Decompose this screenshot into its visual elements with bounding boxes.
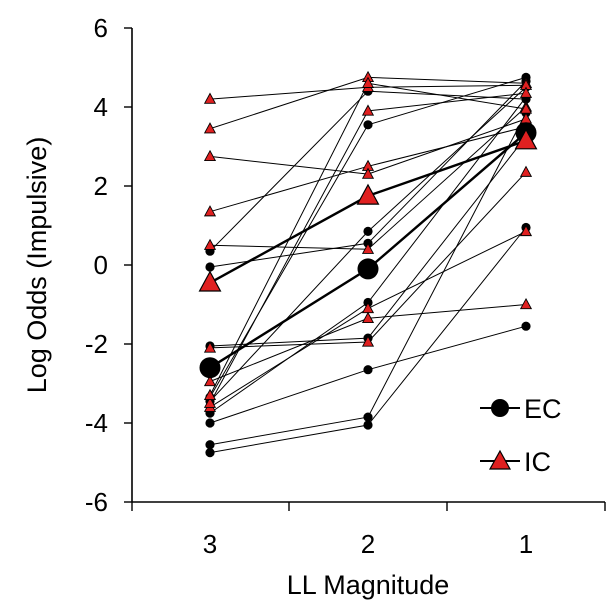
ic-point — [203, 388, 217, 400]
ic-point — [203, 149, 217, 162]
axes: -6 -4 -2 0 2 4 6 3 2 1 — [85, 13, 606, 559]
ic-point — [203, 92, 217, 104]
ec-point — [363, 412, 373, 422]
ic-point — [203, 396, 217, 408]
ic-mean-point — [356, 183, 380, 205]
y-tick-label: 2 — [94, 171, 108, 201]
ic-mean-point — [514, 128, 538, 150]
ec-point — [205, 262, 215, 272]
ec-point — [521, 321, 531, 331]
y-tick-label: 0 — [94, 250, 108, 280]
x-tick-label: 1 — [519, 529, 533, 559]
ic-point — [203, 374, 217, 387]
ec-point — [205, 440, 215, 450]
ic-point — [519, 86, 533, 98]
legend-ic-marker — [488, 449, 512, 470]
ic-point — [519, 297, 533, 310]
ic-point — [361, 335, 375, 347]
plot-markers — [198, 70, 538, 458]
x-tick-label: 2 — [361, 529, 375, 559]
ec-point — [363, 420, 373, 430]
ec-point — [363, 120, 373, 130]
legend-ec-label: EC — [524, 394, 562, 424]
y-axis-title: Log Odds (Impulsive) — [22, 137, 52, 394]
ec-point — [363, 226, 373, 236]
ic-point — [203, 238, 217, 250]
ic-point — [203, 122, 217, 134]
ec-mean-point — [357, 258, 379, 280]
ic-mean-point — [198, 270, 222, 292]
ic-point — [361, 167, 375, 179]
y-tick-label: -2 — [85, 329, 108, 359]
ic-point — [519, 224, 533, 237]
y-tick-label: 4 — [94, 92, 108, 122]
ic-point — [361, 76, 375, 88]
ic-point — [519, 102, 533, 114]
y-tick-label: 6 — [94, 13, 108, 43]
legend-ec-marker — [491, 399, 509, 417]
y-tick-label: -4 — [85, 408, 108, 438]
legend-ic-label: IC — [524, 447, 551, 477]
ec-mean-point — [199, 357, 221, 379]
x-tick-label: 3 — [203, 529, 217, 559]
ic-point — [361, 104, 375, 116]
ic-point — [361, 242, 375, 254]
ic-point — [361, 311, 375, 323]
x-axis-title: LL Magnitude — [287, 570, 450, 600]
y-tick-label: -6 — [85, 487, 108, 517]
ic-point — [203, 205, 217, 217]
ic-point — [203, 341, 217, 353]
ec-point — [363, 365, 373, 375]
ec-point — [205, 448, 215, 458]
ec-point — [205, 418, 215, 428]
ic-point — [519, 165, 533, 177]
legend: EC IC — [480, 394, 562, 477]
